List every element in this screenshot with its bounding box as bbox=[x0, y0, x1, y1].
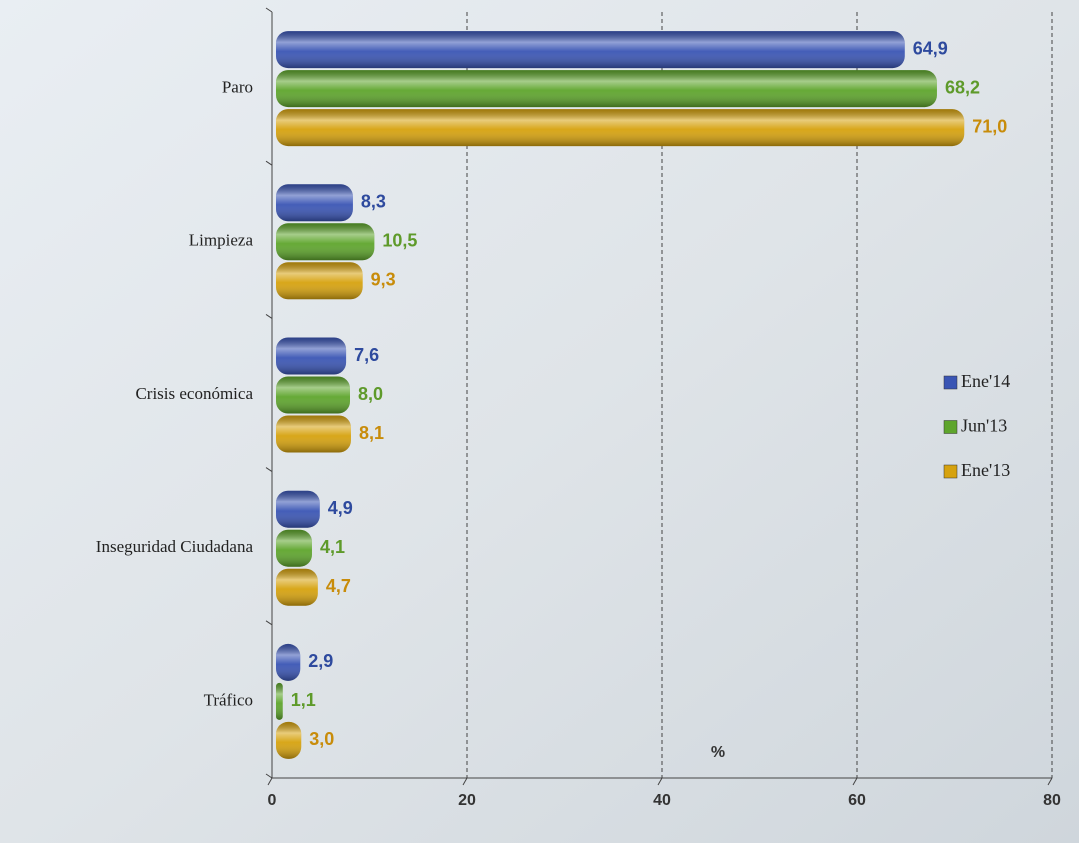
bar-shine bbox=[276, 529, 312, 567]
x-axis-label: % bbox=[711, 744, 725, 761]
x-tick-label: 0 bbox=[268, 792, 277, 809]
legend-swatch bbox=[943, 375, 958, 390]
legend-label: Jun'13 bbox=[961, 416, 1007, 436]
bar-shine bbox=[276, 337, 347, 375]
x-tick-label: 20 bbox=[458, 792, 476, 809]
value-label: 10,5 bbox=[382, 231, 417, 251]
y-tick bbox=[265, 620, 273, 626]
bar-shine bbox=[276, 682, 283, 720]
bar-shine bbox=[276, 643, 301, 681]
bar-shine bbox=[276, 721, 302, 759]
bar-shine bbox=[276, 415, 351, 453]
value-label: 2,9 bbox=[308, 651, 333, 671]
bar-shine bbox=[276, 568, 318, 606]
y-tick-label: Paro bbox=[222, 78, 253, 97]
x-tick-label: 80 bbox=[1043, 792, 1061, 809]
x-tick-label: 60 bbox=[848, 792, 866, 809]
y-tick bbox=[265, 773, 273, 779]
bar-shine bbox=[276, 109, 965, 147]
bar-shine bbox=[276, 262, 363, 300]
bar-shine bbox=[276, 490, 320, 528]
value-label: 8,1 bbox=[359, 423, 384, 443]
value-label: 4,1 bbox=[320, 537, 345, 557]
value-label: 3,0 bbox=[309, 729, 334, 749]
legend-swatch bbox=[943, 420, 958, 434]
y-tick-label: Tráfico bbox=[204, 690, 253, 709]
value-label: 68,2 bbox=[945, 77, 980, 97]
bar-shine bbox=[276, 31, 905, 69]
y-tick-label: Inseguridad Ciudadana bbox=[96, 537, 254, 556]
y-tick-label: Limpieza bbox=[189, 231, 254, 250]
y-tick bbox=[265, 160, 273, 166]
x-tick bbox=[462, 777, 468, 786]
x-tick-label: 40 bbox=[653, 792, 671, 809]
y-tick-label: Crisis económica bbox=[135, 384, 253, 403]
bar-shine bbox=[276, 184, 353, 222]
legend-label: Ene'13 bbox=[961, 460, 1010, 480]
value-label: 7,6 bbox=[354, 345, 379, 365]
x-tick bbox=[1047, 777, 1053, 786]
value-label: 71,0 bbox=[972, 116, 1007, 136]
y-tick bbox=[265, 467, 273, 473]
x-tick bbox=[852, 777, 858, 786]
value-label: 4,9 bbox=[328, 498, 353, 518]
legend-swatch bbox=[943, 464, 958, 479]
value-label: 4,7 bbox=[326, 576, 351, 596]
value-label: 64,9 bbox=[913, 38, 948, 58]
legend-label: Ene'14 bbox=[961, 371, 1010, 391]
x-tick bbox=[267, 777, 273, 786]
y-tick bbox=[265, 313, 273, 319]
y-tick bbox=[265, 7, 273, 13]
bar-shine bbox=[276, 70, 937, 108]
bar-shine bbox=[276, 223, 375, 261]
value-label: 9,3 bbox=[371, 270, 396, 290]
x-tick bbox=[657, 777, 663, 786]
value-label: 8,3 bbox=[361, 192, 386, 212]
value-label: 1,1 bbox=[291, 690, 316, 710]
bar-shine bbox=[276, 376, 350, 414]
value-label: 8,0 bbox=[358, 384, 383, 404]
